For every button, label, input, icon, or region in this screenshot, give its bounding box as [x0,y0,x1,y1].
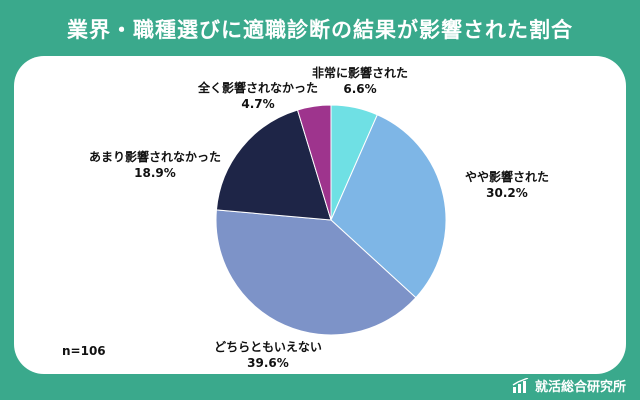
brand-logo: 就活総合研究所 [512,376,626,395]
pie-slices [215,104,447,336]
sample-size-label: n=106 [62,344,106,358]
bar-chart-icon [512,377,529,393]
slice-value-label: 4.7% [241,97,274,111]
pie-slice [215,109,332,221]
brand-name: 就活総合研究所 [534,380,626,395]
pie-slice [215,209,417,336]
pie-slice [296,104,332,221]
slice-value-label: 6.6% [343,82,376,96]
pie-labels: 非常に影響された 6.6% やや影響された 30.2% どちらともいえない 39.6% あま… [89,65,549,370]
slice-label: あまり影響されなかった [89,149,221,164]
slice-value-label: 18.9% [134,166,176,180]
slice-label: 全く影響されなかった [197,80,318,95]
slice-label: やや影響された [465,169,549,184]
chart-title: 業界・職種選びに適職診断の結果が影響された割合 [67,18,573,42]
slice-label: 非常に影響された [312,65,408,80]
slice-value-label: 39.6% [247,356,289,370]
pie-slice [330,114,447,299]
slice-value-label: 30.2% [486,186,528,200]
slice-label: どちらともいえない [214,340,322,354]
